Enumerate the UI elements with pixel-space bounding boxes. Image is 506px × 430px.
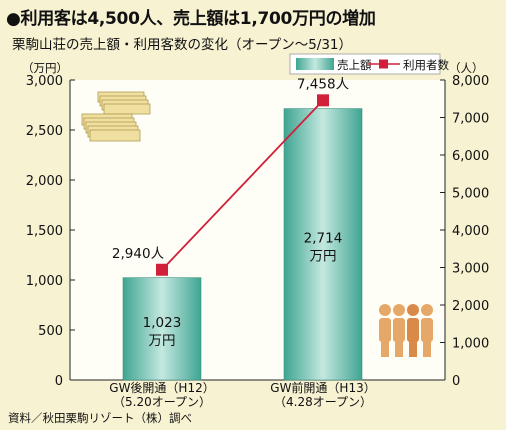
left-tick-label: 2,500 (26, 124, 63, 139)
legend-label-bar: 売上額 (337, 58, 372, 72)
right-tick-label: 3,000 (452, 262, 489, 277)
right-tick-label: 4,000 (452, 224, 489, 239)
line-value-label: 2,940人 (112, 246, 165, 262)
line-value-label: 7,458人 (297, 76, 350, 92)
person-body (379, 318, 391, 342)
legend: 売上額 利用者数 (289, 53, 449, 75)
person-head (407, 304, 419, 316)
chart-title: ●利用客は4,500人、売上額は1,700万円の増加 (6, 9, 376, 29)
right-tick-label: 6,000 (452, 149, 489, 164)
person-legs (423, 339, 431, 357)
legend-label-line: 利用者数 (403, 58, 449, 72)
money-bill (89, 129, 141, 142)
right-axis-unit: （人） (449, 61, 484, 75)
left-tick-label: 3,000 (26, 74, 63, 89)
left-tick-label: 0 (55, 374, 63, 389)
left-tick-label: 500 (38, 324, 63, 339)
person-body (421, 318, 433, 342)
left-tick-label: 2,000 (26, 174, 63, 189)
person-legs (395, 339, 403, 357)
category-label: （4.28オープン） (274, 395, 372, 409)
category-label: （5.20オープン） (113, 395, 211, 409)
person-legs (381, 339, 389, 357)
right-tick-label: 1,000 (452, 337, 489, 352)
bar (283, 108, 363, 381)
money-bill (103, 103, 151, 115)
right-tick-label: 5,000 (452, 187, 489, 202)
bar-value-label: 2,714 (304, 230, 343, 246)
right-tick-label: 8,000 (452, 74, 489, 89)
left-tick-label: 1,000 (26, 274, 63, 289)
people-icon (379, 304, 433, 357)
bar-value-label: 1,023 (143, 315, 182, 331)
person-head (379, 304, 391, 316)
category-label: GW前開通（H13） (270, 380, 375, 395)
bar-unit-label: 万円 (149, 333, 176, 349)
money-stack-icon (81, 91, 151, 142)
person-body (407, 318, 419, 342)
person-body (393, 318, 405, 342)
bar (122, 277, 202, 381)
person-head (393, 304, 405, 316)
right-tick-label: 0 (452, 374, 460, 389)
chart-subtitle: 栗駒山荘の売上額・利用客数の変化（オープン～5/31） (12, 37, 353, 53)
line-marker (317, 94, 329, 107)
line-marker (156, 263, 168, 276)
legend-bar-swatch (296, 58, 334, 70)
bar-unit-label: 万円 (310, 248, 337, 264)
right-tick-label: 7,000 (452, 112, 489, 127)
right-tick-label: 2,000 (452, 299, 489, 314)
source-note: 資料／秋田栗駒リゾート（株）調べ (8, 411, 192, 425)
category-label: GW後開通（H12） (109, 381, 214, 395)
series-line (161, 99, 324, 271)
person-head (421, 304, 433, 316)
left-axis-unit: （万円） (22, 61, 68, 75)
person-legs (409, 339, 417, 357)
left-tick-label: 1,500 (26, 224, 63, 239)
legend-marker-swatch (379, 59, 388, 69)
